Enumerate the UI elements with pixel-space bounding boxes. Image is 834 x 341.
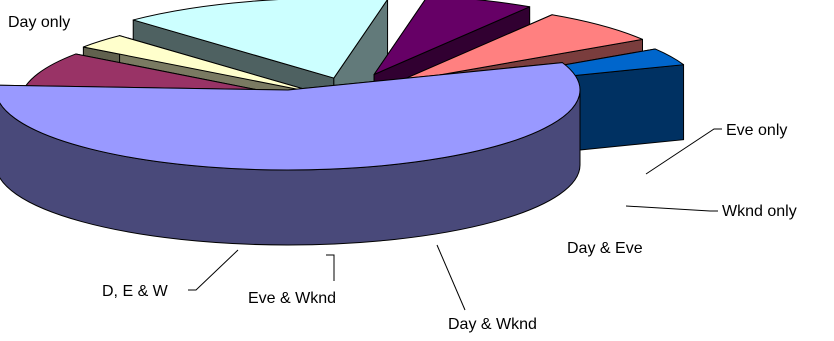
pie-slice-day-eve-top xyxy=(132,0,388,79)
label-day-wknd: Day & Wknd xyxy=(448,316,537,333)
leader-line-eve-wknd xyxy=(326,254,335,281)
label-day-only: Day only xyxy=(8,14,70,31)
label-day-eve: Day & Eve xyxy=(567,240,643,257)
pie-slice-day-only xyxy=(0,62,581,246)
leader-line-eve-only xyxy=(645,128,722,175)
pie-slice-wknd-only-top xyxy=(82,35,321,95)
label-wknd-only: Wknd only xyxy=(722,203,797,220)
pie-slice-eve-wknd-top xyxy=(396,14,644,83)
leader-line-wknd-only xyxy=(625,205,718,212)
label-eve-only: Eve only xyxy=(726,122,787,139)
label-eve-wknd: Eve & Wknd xyxy=(248,290,336,307)
label-d-e-w: D, E & W xyxy=(102,283,169,300)
leader-line-day-wknd xyxy=(436,244,466,311)
pie-slice-day-wknd-top xyxy=(373,0,531,75)
leader-line-d-e-w xyxy=(188,249,239,291)
pie-slices xyxy=(0,0,685,246)
pie-slice-day-only-top xyxy=(0,62,581,171)
